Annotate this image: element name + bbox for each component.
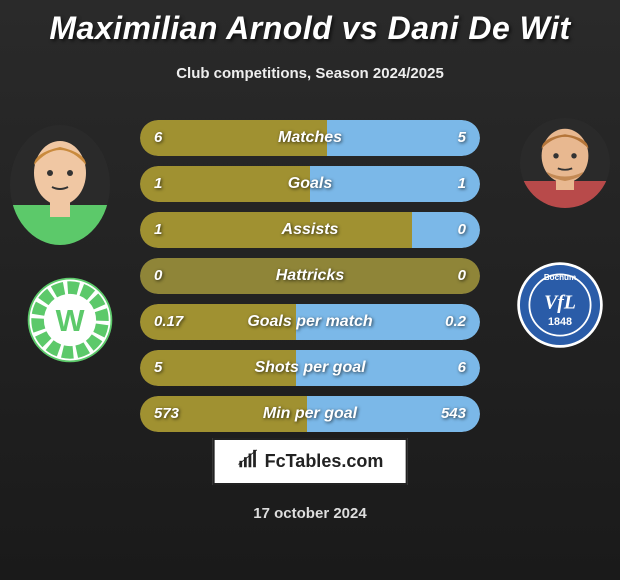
player-right-avatar (520, 118, 610, 208)
branding-box: FcTables.com (213, 438, 408, 485)
stat-label: Min per goal (140, 396, 480, 432)
stat-value-right: 0 (458, 212, 466, 248)
branding-text: FcTables.com (265, 451, 384, 472)
footer-date: 17 october 2024 (0, 505, 620, 522)
stat-label: Goals per match (140, 304, 480, 340)
page-subtitle: Club competitions, Season 2024/2025 (0, 65, 620, 82)
stat-value-right: 1 (458, 166, 466, 202)
stat-label: Shots per goal (140, 350, 480, 386)
stat-value-right: 6 (458, 350, 466, 386)
svg-text:1848: 1848 (548, 316, 572, 328)
stat-row: 0.17Goals per match0.2 (140, 304, 480, 340)
stat-value-right: 5 (458, 120, 466, 156)
stat-row: 1Assists0 (140, 212, 480, 248)
stat-value-right: 0 (458, 258, 466, 294)
stat-row: 5Shots per goal6 (140, 350, 480, 386)
stat-value-right: 543 (441, 396, 466, 432)
stat-label: Assists (140, 212, 480, 248)
stat-label: Goals (140, 166, 480, 202)
player-left-avatar (10, 125, 110, 245)
club-right-badge: Bochum VfL 1848 (515, 260, 605, 350)
stat-row: 573Min per goal543 (140, 396, 480, 432)
stat-value-right: 0.2 (445, 304, 466, 340)
page-title: Maximilian Arnold vs Dani De Wit (0, 0, 620, 47)
stat-row: 1Goals1 (140, 166, 480, 202)
svg-text:W: W (56, 304, 85, 338)
stat-row: 0Hattricks0 (140, 258, 480, 294)
stat-label: Matches (140, 120, 480, 156)
branding-icon (237, 448, 259, 475)
stat-label: Hattricks (140, 258, 480, 294)
svg-text:VfL: VfL (544, 292, 576, 314)
club-left-bado: W (25, 275, 115, 365)
svg-text:Bochum: Bochum (544, 273, 576, 282)
stat-row: 6Matches5 (140, 120, 480, 156)
stats-container: 6Matches51Goals11Assists00Hattricks00.17… (140, 120, 480, 442)
